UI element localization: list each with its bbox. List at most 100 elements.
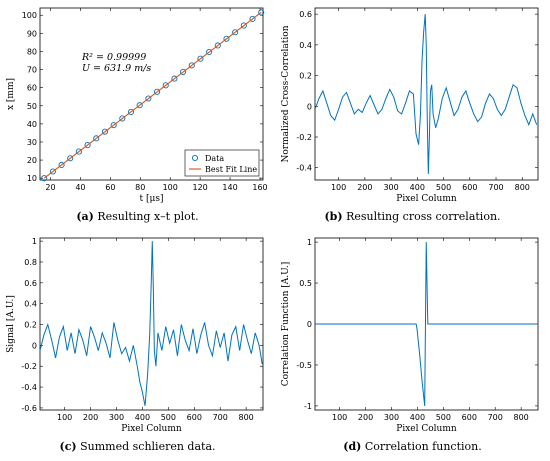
x-tick-label: 40 (75, 183, 85, 192)
x-tick-label: 700 (213, 413, 228, 422)
correlation-function-chart: 100 200 300 400 500 600 700 800 -1 -0.5 0 0.5 1 Pixel… (281, 237, 539, 434)
y-tick-label: 0.8 (24, 258, 37, 267)
signal-line (315, 242, 538, 406)
caption-c-tag: (c) (59, 440, 77, 453)
plot-frame (39, 7, 264, 181)
y-tick-label: 20 (27, 156, 37, 165)
data-point (206, 48, 213, 56)
x-tick-label: 800 (239, 413, 254, 422)
caption-b: (b) Resulting cross correlation. (275, 210, 550, 223)
caption-c: (c) Summed schlieren data. (0, 440, 275, 453)
y-tick-label: 0 (307, 320, 312, 329)
x-tick-label: 100 (57, 413, 72, 422)
data-point (249, 15, 256, 22)
y-axis-label: x [mm] (6, 78, 16, 110)
data-point (258, 9, 265, 16)
data-point (171, 75, 178, 82)
y-tick-label: 0.6 (24, 279, 37, 288)
x-tick-label: 200 (358, 413, 373, 422)
x-tick-label: 300 (109, 413, 124, 422)
cross-correlation-chart: 100 200 300 400 500 600 700 800 -0.4 -0.2 0 0.2 0.4 0… (281, 7, 539, 204)
y-tick-label: 0.2 (24, 321, 37, 330)
data-point (240, 22, 247, 29)
y-tick-label: 100 (22, 11, 37, 20)
caption-d: (d) Correlation function. (275, 440, 550, 453)
y-tick-label: 10 (27, 174, 37, 183)
legend-label-fit: Best Fit Line (205, 165, 257, 174)
y-axis-label: Signal [A.U.] (6, 295, 16, 353)
y-tick-label: 90 (27, 29, 37, 38)
x-axis-label: Pixel Column (396, 424, 457, 434)
y-tick-label: 0 (32, 341, 37, 350)
y-tick-label: 0.4 (299, 41, 312, 50)
x-axis-label: Pixel Column (396, 194, 457, 204)
y-tick-label: 0.5 (299, 279, 312, 288)
y-tick-label: 0 (307, 102, 312, 111)
data-point (153, 88, 161, 95)
data-point (75, 148, 82, 155)
data-point (119, 115, 126, 122)
caption-d-tag: (d) (343, 440, 362, 453)
y-tick-label: 0.2 (299, 72, 312, 81)
x-axis-label: Pixel Column (121, 424, 182, 434)
x-tick-label: 300 (384, 413, 399, 422)
data-point (232, 29, 239, 36)
x-tick-label: 800 (515, 183, 530, 192)
y-tick-label: 0.6 (299, 10, 312, 19)
y-tick-label: 1 (32, 237, 37, 246)
panel-cross-correlation: 100 200 300 400 500 600 700 800 -0.4 -0.2 0 0.2 0.4 0… (275, 0, 550, 230)
data-point (223, 35, 230, 42)
y-tick-label: -0.4 (21, 383, 37, 392)
caption-c-text: Summed schlieren data. (80, 440, 216, 453)
x-tick-label: 600 (462, 183, 477, 192)
xt-plot-chart: 20 40 60 80 100 120 140 160 10 20 30 40 50 60 70 80 90 10… (6, 7, 268, 204)
data-point (188, 62, 195, 69)
data-point (58, 161, 65, 169)
x-tick-label: 800 (514, 413, 529, 422)
y-tick-label: 80 (27, 47, 37, 56)
y-tick-label: 30 (27, 138, 37, 147)
y-axis-label: Normalized Cross-Correlation (281, 25, 291, 162)
x-tick-label: 100 (331, 183, 346, 192)
x-tick-label: 600 (187, 413, 202, 422)
data-point (180, 68, 187, 75)
x-tick-label: 300 (383, 183, 398, 192)
data-point (127, 108, 135, 115)
x-tick-label: 400 (410, 413, 425, 422)
data-point (67, 155, 74, 162)
x-tick-label: 120 (193, 183, 208, 192)
data-point (84, 142, 91, 149)
panel-xt-plot: 20 40 60 80 100 120 140 160 10 20 30 40 50 60 70 80 90 10… (0, 0, 275, 230)
y-tick-label: 60 (27, 84, 37, 93)
caption-a-tag: (a) (76, 210, 94, 223)
y-tick-label: -1 (304, 402, 312, 411)
x-tick-label: 700 (488, 183, 503, 192)
schlieren-chart: 100 200 300 400 500 600 700 800 -0.6 -0.4 -0.2 0 0.2… (6, 237, 264, 434)
data-point (136, 102, 143, 109)
y-tick-label: -0.4 (296, 164, 312, 173)
r-squared-annotation: R² = 0.99999 (81, 52, 146, 63)
y-tick-label: -0.5 (296, 361, 312, 370)
caption-b-text: Resulting cross correlation. (346, 210, 501, 223)
caption-d-text: Correlation function. (364, 440, 482, 453)
data-point (162, 82, 169, 89)
signal-line (315, 14, 538, 174)
x-tick-label: 100 (332, 413, 347, 422)
caption-b-tag: (b) (324, 210, 343, 223)
panel-correlation-function: 100 200 300 400 500 600 700 800 -1 -0.5 0 0.5 1 Pixel… (275, 230, 550, 460)
data-point (197, 55, 204, 62)
plot-frame (314, 7, 539, 181)
x-tick-label: 500 (161, 413, 176, 422)
x-tick-label: 100 (163, 183, 178, 192)
caption-a: (a) Resulting x–t plot. (0, 210, 275, 223)
y-axis-label: Correlation Function [A.U.] (281, 262, 291, 387)
x-tick-label: 60 (105, 183, 115, 192)
x-tick-label: 500 (436, 183, 451, 192)
x-tick-label: 600 (462, 413, 477, 422)
data-point (93, 135, 100, 142)
y-tick-label: 40 (27, 120, 37, 129)
data-point (214, 42, 221, 49)
x-tick-label: 140 (222, 183, 237, 192)
y-tick-label: 70 (27, 66, 37, 75)
x-tick-label: 20 (45, 183, 55, 192)
